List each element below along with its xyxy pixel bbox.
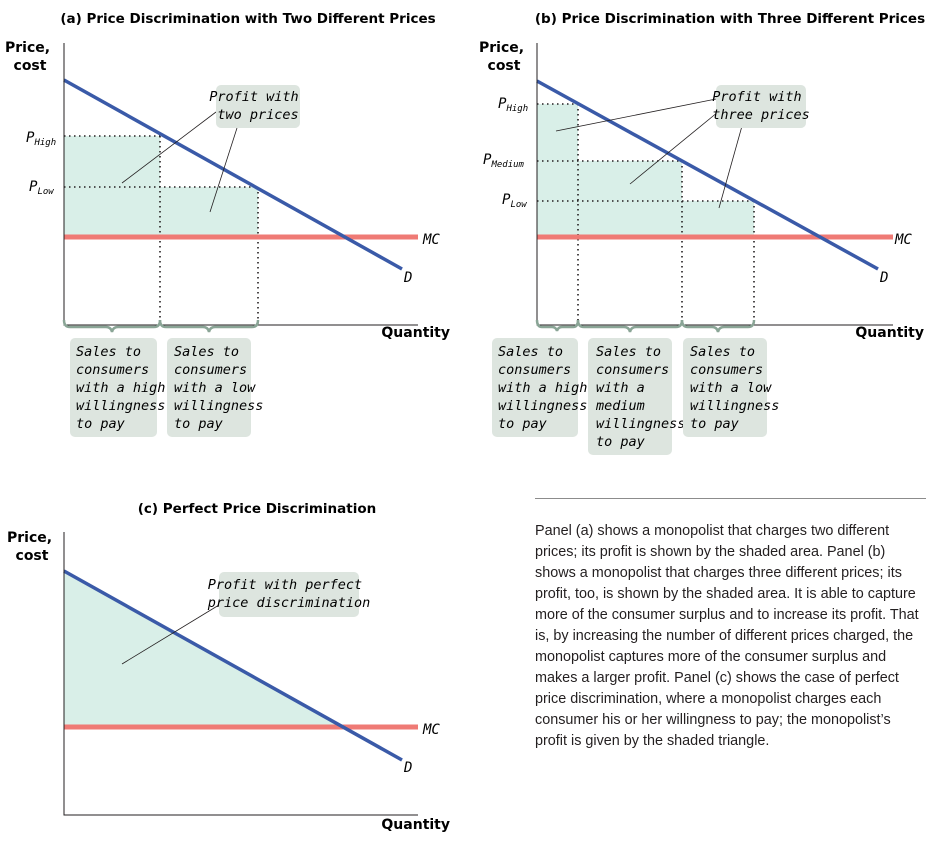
caption-text: Panel (a) shows a monopolist that charge… [535, 523, 919, 749]
panel-c-d-label: D [403, 760, 412, 776]
panel-c-axes [63, 532, 418, 816]
panel-a-title: (a) Price Discrimination with Two Differ… [60, 11, 435, 27]
panel-b-sales-box-medium [588, 338, 672, 455]
panel-c-y-label: Price, cost [7, 530, 57, 564]
panel-a-phigh-label: PHigh [26, 130, 56, 148]
panel-b-plow-label: PLow [502, 192, 527, 210]
panel-b-phigh-label: PHigh [498, 96, 528, 114]
panel-b-callout-pointer2 [629, 111, 719, 185]
panel-b-demand-line [536, 79, 879, 271]
panel-b: (b) Price Discrimination with Three Diff… [479, 11, 925, 455]
panel-b-brace-high [535, 319, 580, 332]
panel-b-sales-box-high [492, 338, 578, 437]
panel-a-callout-pointer2 [209, 127, 238, 213]
panel-c-profit-callout: Profit with perfect price discrimination [207, 577, 371, 611]
panel-a-sales-box-low [167, 338, 251, 437]
panel-c-x-label: Quantity [381, 817, 450, 833]
panel-a-y-label-line2: cost [14, 58, 47, 74]
panel-c-callout-pointer [121, 604, 220, 665]
panel-a-sales-text-low: Sales to consumers with a low willingnes… [174, 344, 272, 432]
panel-b-sales-box-low [683, 338, 767, 437]
panel-b-profit-high [537, 104, 578, 237]
panel-a-profit-callout: Profit with two prices [209, 89, 307, 123]
panel-a-x-label: Quantity [381, 325, 450, 341]
panel-b-sales-text-high: Sales to consumers with a high willingne… [498, 344, 596, 432]
panel-a-y-label-line1: Price, [5, 40, 50, 56]
panel-b-x-label: Quantity [855, 325, 924, 341]
panel-b-sales-text-low: Sales to consumers with a low willingnes… [690, 344, 788, 432]
panel-a-y-label: Price, cost [5, 40, 55, 74]
panel-b-d-label: D [879, 270, 888, 286]
panel-a-profit-low [160, 187, 258, 237]
panel-c: (c) Perfect Price Discrimination Price, … [7, 501, 450, 833]
panel-a-sales-box-high [70, 338, 157, 437]
panel-b-title: (b) Price Discrimination with Three Diff… [535, 11, 925, 27]
panel-b-profit-callout: Profit with three prices [712, 89, 810, 123]
panel-b-profit-low [682, 201, 754, 237]
panel-b-y-label: Price, cost [479, 40, 529, 74]
panel-b-mc-label: MC [894, 232, 912, 248]
panel-b-sales-text-medium: Sales to consumers with a medium willing… [595, 344, 694, 450]
panel-b-callout-pointer3 [718, 125, 743, 209]
panel-a-sales-text-high: Sales to consumers with a high willingne… [76, 344, 174, 432]
panel-a-callout-pointer1 [121, 111, 217, 184]
panel-a-profit-high [64, 136, 160, 237]
panel-b-brace-medium [576, 319, 684, 333]
panel-c-demand-line [63, 569, 403, 762]
panel-c-mc-label: MC [422, 722, 440, 738]
panel-a-demand-line [63, 78, 403, 271]
panel-a-brace-high [62, 319, 162, 333]
panel-b-callout-pointer1 [555, 98, 717, 132]
panel-b-pmedium-label: PMedium [483, 152, 525, 170]
panel-a-profit-callout-box [216, 85, 300, 128]
panel-c-title: (c) Perfect Price Discrimination [138, 501, 377, 517]
panel-b-profit-medium [578, 161, 682, 237]
caption-area: Panel (a) shows a monopolist that charge… [535, 498, 926, 752]
panel-a-plow-label: PLow [29, 179, 54, 197]
panel-a-d-label: D [403, 270, 412, 286]
panel-b-brace-low [680, 319, 756, 333]
panel-a: (a) Price Discrimination with Two Differ… [5, 11, 450, 437]
panel-c-profit-callout-box [219, 572, 359, 617]
panel-a-mc-label: MC [422, 232, 440, 248]
panel-a-brace-low [158, 319, 260, 333]
panel-b-profit-callout-box [716, 85, 806, 128]
